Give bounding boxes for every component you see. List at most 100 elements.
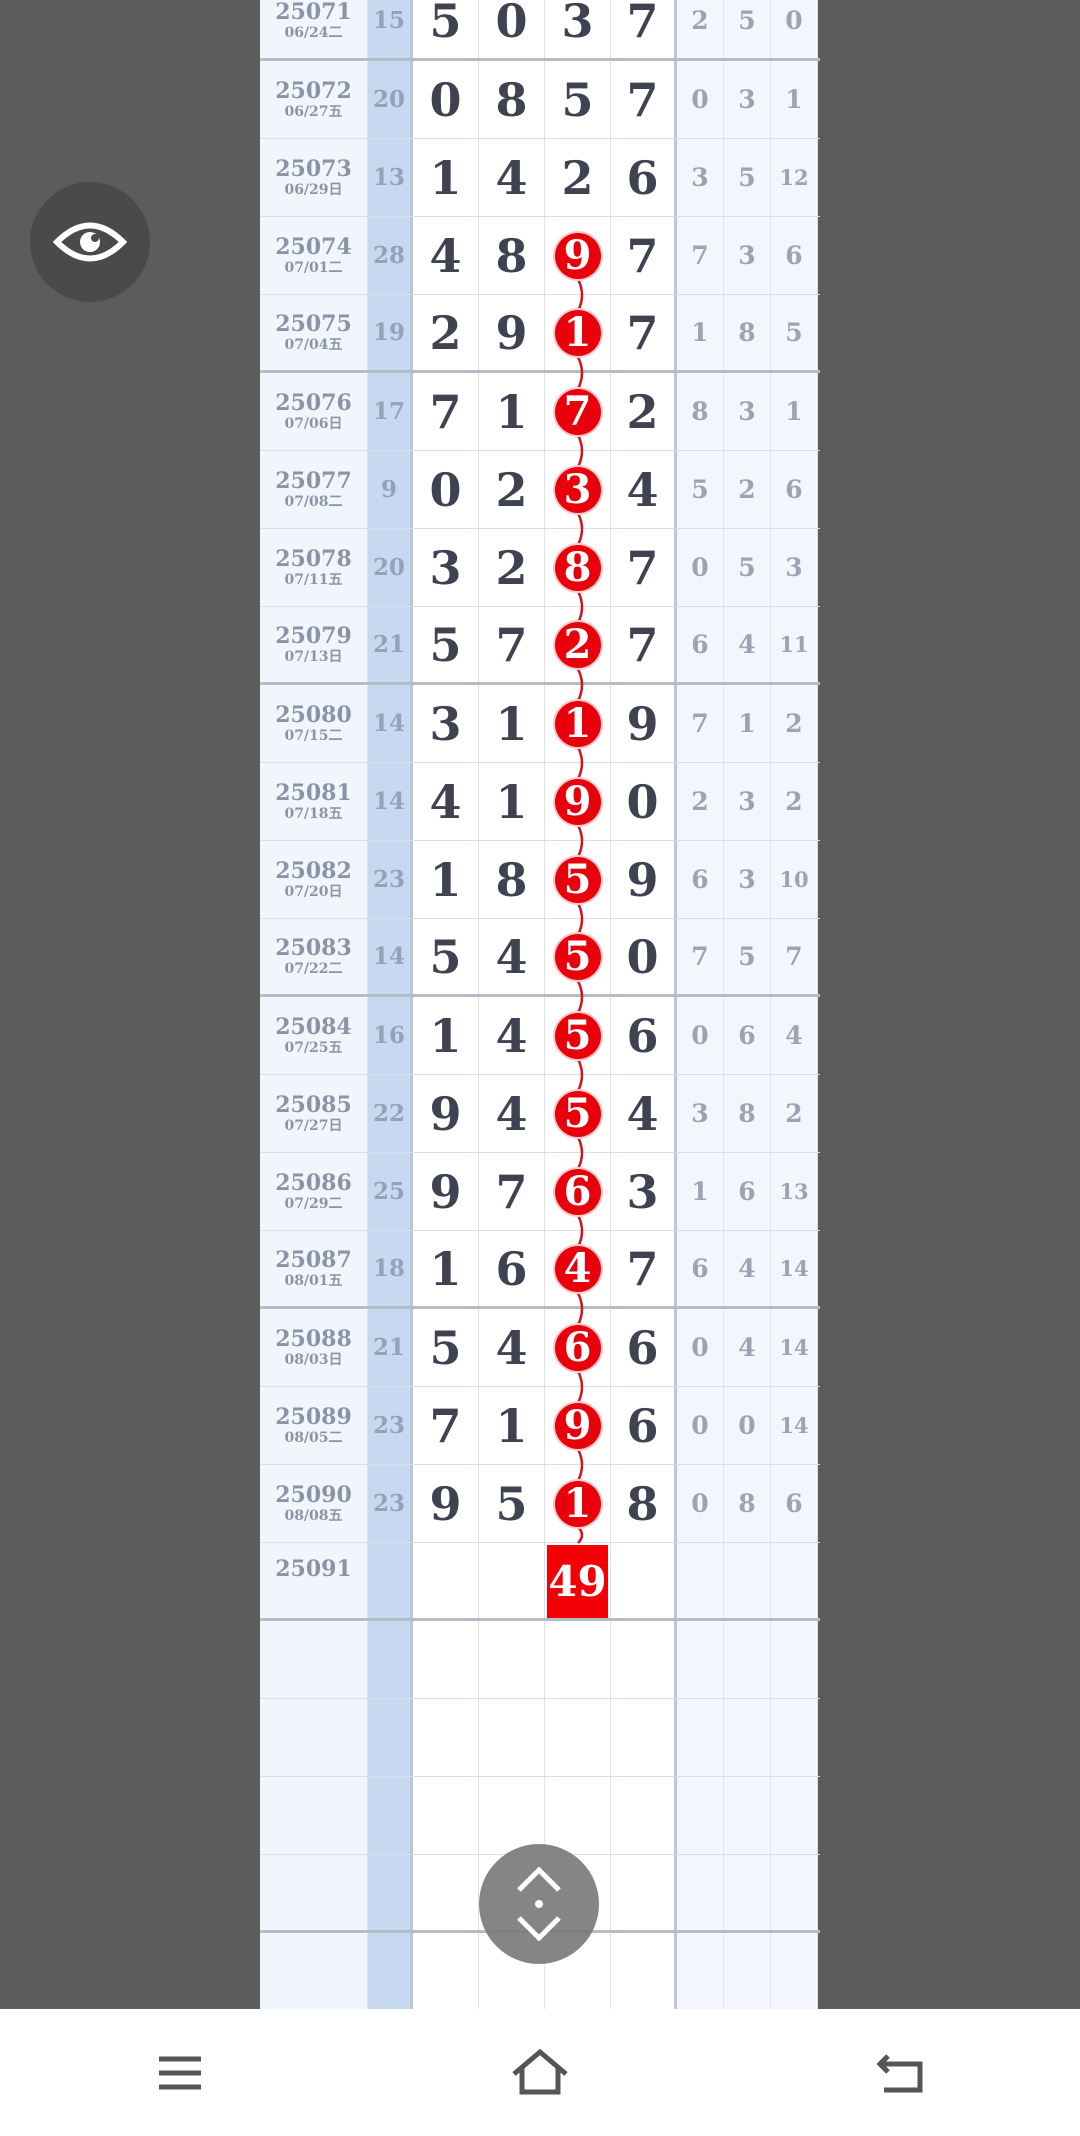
digit-cell: 4 bbox=[479, 919, 545, 994]
digit-cell: 7 bbox=[545, 373, 611, 450]
digit-cell: 1 bbox=[479, 373, 545, 450]
digit-cell: 3 bbox=[545, 451, 611, 528]
table-row: 25079 07/13日 21 5 7 2 7 6 4 11 bbox=[260, 607, 820, 685]
stat-cell bbox=[677, 1543, 724, 1618]
sum-cell: 21 bbox=[368, 1309, 413, 1386]
stat-cell: 2 bbox=[677, 763, 724, 840]
digit-cell: 8 bbox=[479, 61, 545, 138]
issue-date: 07/22二 bbox=[284, 960, 343, 977]
issue-cell bbox=[260, 1933, 368, 2010]
stat-cell: 14 bbox=[771, 1231, 818, 1306]
digit-cell: 6 bbox=[611, 1387, 677, 1464]
digit-cell: 5 bbox=[413, 919, 479, 994]
issue-date: 07/04五 bbox=[284, 336, 343, 353]
table-row: 25084 07/25五 16 1 4 5 6 0 6 4 bbox=[260, 997, 820, 1075]
digit-cell bbox=[611, 1699, 677, 1776]
sum-cell bbox=[368, 1933, 413, 2010]
issue-number: 25088 bbox=[275, 1325, 352, 1352]
stat-cell: 6 bbox=[771, 1465, 818, 1542]
issue-date: 06/27五 bbox=[284, 103, 343, 120]
issue-cell: 25091 bbox=[260, 1543, 368, 1618]
digit-cell: 3 bbox=[611, 1153, 677, 1230]
menu-icon bbox=[159, 2056, 201, 2089]
issue-date: 06/24二 bbox=[284, 24, 343, 41]
stat-cell bbox=[677, 1933, 724, 2010]
issue-date: 07/18五 bbox=[284, 805, 343, 822]
sum-cell: 23 bbox=[368, 1387, 413, 1464]
digit-cell: 7 bbox=[479, 1153, 545, 1230]
issue-cell: 25080 07/15二 bbox=[260, 685, 368, 762]
digit-cell: 3 bbox=[413, 529, 479, 606]
stat-cell: 7 bbox=[677, 217, 724, 294]
digit-cell: 1 bbox=[413, 1231, 479, 1306]
stat-cell: 4 bbox=[724, 1309, 771, 1386]
digit-cell: 4 bbox=[413, 763, 479, 840]
digit-cell: 9 bbox=[413, 1153, 479, 1230]
stat-cell: 3 bbox=[724, 763, 771, 840]
highlight-ball: 5 bbox=[554, 933, 601, 980]
issue-number: 25080 bbox=[275, 701, 352, 728]
eye-button[interactable] bbox=[30, 182, 150, 302]
stat-cell: 13 bbox=[771, 1153, 818, 1230]
highlight-ball: 4 bbox=[554, 1245, 601, 1292]
sum-cell: 18 bbox=[368, 1231, 413, 1306]
digit-cell: 4 bbox=[479, 139, 545, 216]
stat-cell bbox=[724, 1543, 771, 1618]
home-button[interactable] bbox=[390, 2048, 690, 2098]
stat-cell bbox=[771, 1543, 818, 1618]
issue-cell: 25090 08/08五 bbox=[260, 1465, 368, 1542]
issue-cell bbox=[260, 1621, 368, 1698]
digit-cell: 2 bbox=[545, 607, 611, 682]
digit-cell: 2 bbox=[545, 139, 611, 216]
sum-cell: 23 bbox=[368, 1465, 413, 1542]
stat-cell: 7 bbox=[677, 685, 724, 762]
issue-number: 25074 bbox=[275, 233, 352, 260]
digit-cell bbox=[611, 1855, 677, 1930]
digit-cell bbox=[545, 1621, 611, 1698]
issue-date: 07/27日 bbox=[284, 1117, 343, 1134]
digit-cell bbox=[413, 1543, 479, 1618]
scroll-button[interactable] bbox=[479, 1844, 599, 1964]
stat-cell: 0 bbox=[724, 1387, 771, 1464]
issue-date: 07/20日 bbox=[284, 883, 343, 900]
digit-cell bbox=[413, 1621, 479, 1698]
digit-cell bbox=[611, 1543, 677, 1618]
highlight-ball: 3 bbox=[554, 466, 601, 513]
digit-cell: 7 bbox=[611, 295, 677, 370]
highlight-ball: 8 bbox=[554, 544, 601, 591]
digit-cell: 2 bbox=[479, 451, 545, 528]
digit-cell: 0 bbox=[413, 61, 479, 138]
stat-cell: 4 bbox=[724, 1231, 771, 1306]
sum-cell: 23 bbox=[368, 841, 413, 918]
digit-cell bbox=[413, 1933, 479, 2010]
highlight-ball: 6 bbox=[554, 1168, 601, 1215]
digit-cell: 9 bbox=[545, 763, 611, 840]
table-row: 25071 06/24二 15 5 0 3 7 2 5 0 bbox=[260, 0, 820, 61]
stat-cell: 8 bbox=[724, 1465, 771, 1542]
table-row: 25076 07/06日 17 7 1 7 2 8 3 1 bbox=[260, 373, 820, 451]
menu-button[interactable] bbox=[30, 2053, 330, 2093]
sum-cell: 19 bbox=[368, 295, 413, 370]
digit-cell: 8 bbox=[479, 841, 545, 918]
stat-cell: 2 bbox=[771, 1075, 818, 1152]
table-row: 25083 07/22二 14 5 4 5 0 7 5 7 bbox=[260, 919, 820, 997]
highlight-ball: 5 bbox=[554, 1090, 601, 1137]
issue-cell: 25082 07/20日 bbox=[260, 841, 368, 918]
digit-cell: 1 bbox=[413, 997, 479, 1074]
back-button[interactable] bbox=[750, 2050, 1050, 2096]
issue-cell bbox=[260, 1777, 368, 1854]
stat-cell: 3 bbox=[724, 373, 771, 450]
issue-cell: 25085 07/27日 bbox=[260, 1075, 368, 1152]
stat-cell: 10 bbox=[771, 841, 818, 918]
stat-cell: 5 bbox=[677, 451, 724, 528]
issue-cell: 25084 07/25五 bbox=[260, 997, 368, 1074]
sum-cell bbox=[368, 1621, 413, 1698]
issue-date: 08/08五 bbox=[284, 1507, 343, 1524]
stat-cell bbox=[677, 1621, 724, 1698]
digit-cell: 7 bbox=[479, 607, 545, 682]
stat-cell: 6 bbox=[677, 841, 724, 918]
digit-cell: 6 bbox=[611, 139, 677, 216]
stat-cell: 0 bbox=[677, 61, 724, 138]
eye-icon bbox=[53, 222, 127, 262]
sum-cell: 20 bbox=[368, 61, 413, 138]
